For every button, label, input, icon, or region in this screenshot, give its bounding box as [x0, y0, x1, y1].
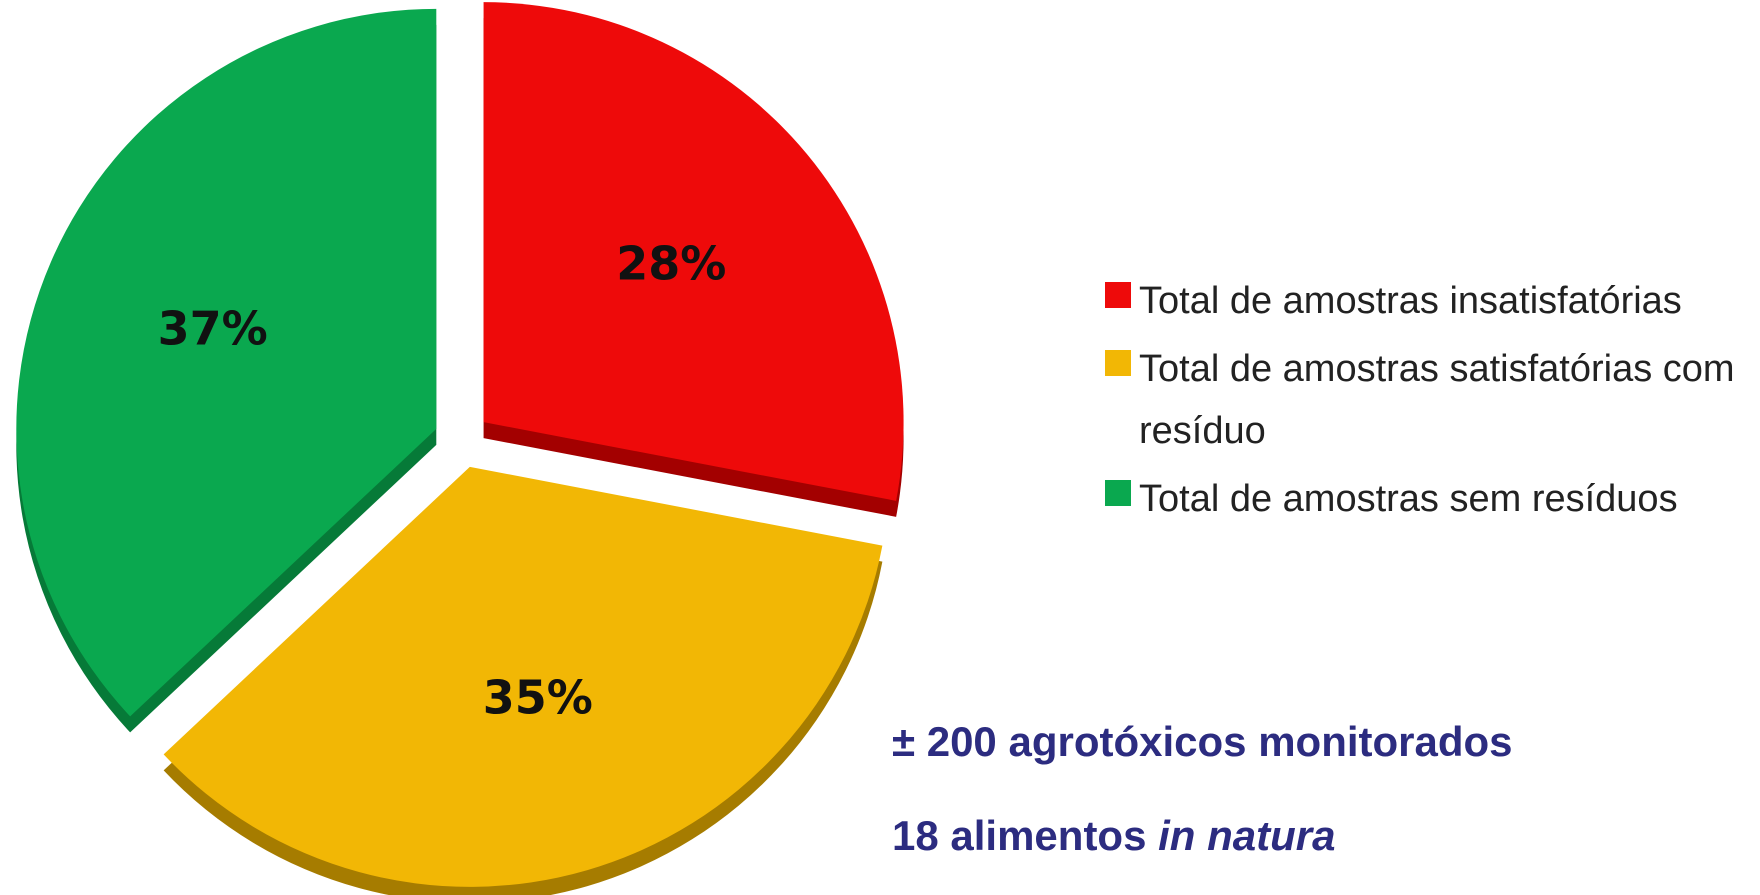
legend-label: Total de amostras satisfatórias com resí…	[1139, 348, 1735, 452]
slice	[483, 2, 904, 501]
annotation: ± 200 agrotóxicos monitorados	[892, 718, 1513, 765]
slice	[16, 8, 437, 717]
legend-label: Total de amostras sem resíduos	[1139, 478, 1678, 520]
legend-item: Total de amostras sem resíduos	[1105, 468, 1755, 530]
legend-label: Total de amostras insatisfatórias	[1139, 280, 1682, 322]
legend-item: Total de amostras satisfatórias com resí…	[1105, 338, 1755, 462]
data-label: 28%	[616, 236, 726, 290]
annotation: 18 alimentos in natura	[892, 812, 1335, 860]
data-label: 37%	[158, 302, 268, 356]
legend-swatch	[1105, 282, 1131, 308]
legend-item: Total de amostras insatisfatórias	[1105, 270, 1755, 332]
legend: Total de amostras insatisfatórias Total d…	[1105, 270, 1755, 536]
annotation: 18 alimentos	[892, 812, 1147, 859]
data-label: 35%	[483, 670, 593, 724]
legend-swatch	[1105, 350, 1131, 376]
legend-swatch	[1105, 480, 1131, 506]
annotation: in natura	[1158, 812, 1336, 859]
slice	[163, 466, 883, 887]
